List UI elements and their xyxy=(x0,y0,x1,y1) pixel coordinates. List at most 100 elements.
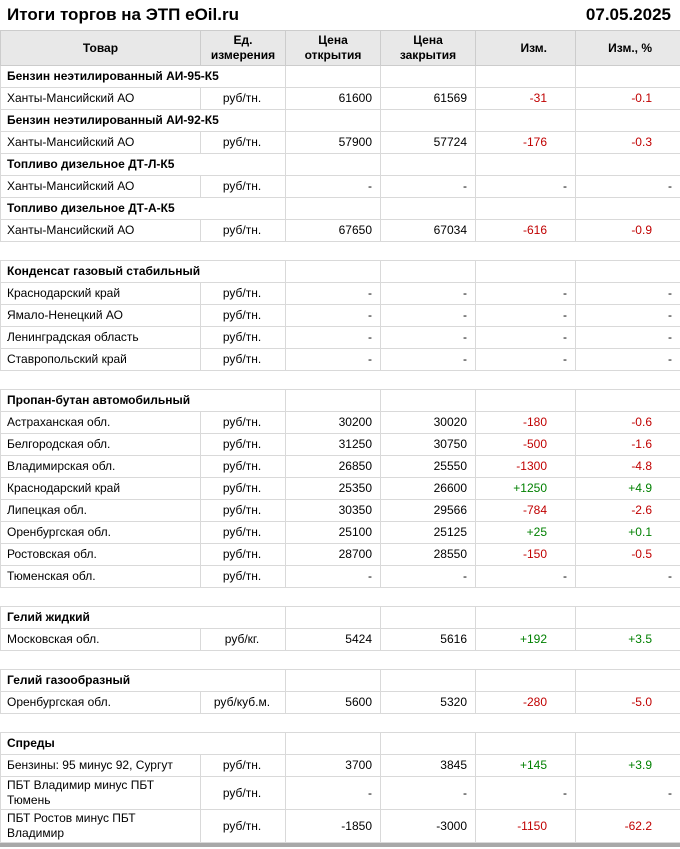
change-cell: -616 xyxy=(475,219,576,242)
change-cell: -1300 xyxy=(475,455,576,478)
section-empty-cell xyxy=(285,109,381,132)
change-cell: - xyxy=(475,282,576,305)
close-price-cell: - xyxy=(380,175,476,198)
close-price-cell: 28550 xyxy=(380,543,476,566)
product-cell: Ханты-Мансийский АО xyxy=(0,175,201,198)
change-cell: -1150 xyxy=(475,809,576,843)
col-header-close-price: Цена закрытия xyxy=(380,30,476,66)
open-price-cell: - xyxy=(285,326,381,349)
close-price-cell: 5616 xyxy=(380,628,476,651)
table-row: Московская обл. руб/кг. 5424 5616 +192 +3.5 xyxy=(0,628,680,651)
open-price-cell: 25100 xyxy=(285,521,381,544)
table-row: Краснодарский край руб/тн. - - - - xyxy=(0,282,680,305)
section-empty-cell xyxy=(475,197,576,220)
unit-cell: руб/тн. xyxy=(200,304,286,327)
unit-cell: руб/тн. xyxy=(200,565,286,588)
close-price-cell: - xyxy=(380,348,476,371)
section-empty-cell xyxy=(285,389,381,412)
open-price-cell: 31250 xyxy=(285,433,381,456)
change-cell: -280 xyxy=(475,691,576,714)
table-header-row: Товар Ед. измерения Цена открытия Цена з… xyxy=(0,30,680,66)
section-row: Конденсат газовый стабильный xyxy=(0,260,680,283)
change-pct-cell: - xyxy=(575,326,680,349)
section-row: Пропан-бутан автомобильный xyxy=(0,389,680,412)
product-cell: Ханты-Мансийский АО xyxy=(0,131,201,154)
close-price-cell: 5320 xyxy=(380,691,476,714)
section-empty-cell xyxy=(380,732,476,755)
section-empty-cell xyxy=(380,606,476,629)
change-cell: - xyxy=(475,565,576,588)
spacer-cell xyxy=(0,587,680,607)
table-row: Ленинградская область руб/тн. - - - - xyxy=(0,326,680,349)
product-cell: Белгородская обл. xyxy=(0,433,201,456)
section-empty-cell xyxy=(575,389,680,412)
report-header: Итоги торгов на ЭТП eOil.ru 07.05.2025 xyxy=(0,0,680,30)
product-cell: Краснодарский край xyxy=(0,282,201,305)
table-row: Ростовская обл. руб/тн. 28700 28550 -150 -0.5 xyxy=(0,543,680,566)
table-row: Ставропольский край руб/тн. - - - - xyxy=(0,348,680,371)
section-row: Топливо дизельное ДТ-А-К5 xyxy=(0,197,680,220)
section-label: Конденсат газовый стабильный xyxy=(0,260,286,283)
section-empty-cell xyxy=(575,153,680,176)
change-pct-cell: -0.5 xyxy=(575,543,680,566)
section-label: Гелий жидкий xyxy=(0,606,286,629)
product-cell: Бензины: 95 минус 92, Сургут xyxy=(0,754,201,777)
open-price-cell: - xyxy=(285,776,381,810)
change-pct-cell: - xyxy=(575,175,680,198)
spacer-row xyxy=(0,650,680,670)
spacer-row xyxy=(0,587,680,607)
product-cell: Ханты-Мансийский АО xyxy=(0,219,201,242)
open-price-cell: - xyxy=(285,175,381,198)
unit-cell: руб/тн. xyxy=(200,131,286,154)
change-pct-cell: -0.9 xyxy=(575,219,680,242)
open-price-cell: 30200 xyxy=(285,411,381,434)
section-empty-cell xyxy=(475,606,576,629)
unit-cell: руб/тн. xyxy=(200,219,286,242)
table-row: ПБТ Владимир минус ПБТ Тюмень руб/тн. - - - - xyxy=(0,776,680,810)
spacer-cell xyxy=(0,370,680,390)
product-cell: Ямало-Ненецкий АО xyxy=(0,304,201,327)
change-cell: - xyxy=(475,348,576,371)
section-empty-cell xyxy=(285,153,381,176)
section-row: Бензин неэтилированный АИ-92-К5 xyxy=(0,109,680,132)
table-row: Бензины: 95 минус 92, Сургут руб/тн. 3700 3… xyxy=(0,754,680,777)
product-cell: Оренбургская обл. xyxy=(0,691,201,714)
section-empty-cell xyxy=(285,260,381,283)
unit-cell: руб/тн. xyxy=(200,348,286,371)
product-cell: Краснодарский край xyxy=(0,477,201,500)
section-empty-cell xyxy=(285,197,381,220)
close-price-cell: -3000 xyxy=(380,809,476,843)
section-empty-cell xyxy=(475,389,576,412)
change-pct-cell: +0.1 xyxy=(575,521,680,544)
close-price-cell: 25125 xyxy=(380,521,476,544)
close-price-cell: 57724 xyxy=(380,131,476,154)
change-cell: - xyxy=(475,175,576,198)
table-row: Оренбургская обл. руб/куб.м. 5600 5320 -280-… xyxy=(0,691,680,714)
close-price-cell: 25550 xyxy=(380,455,476,478)
section-row: Гелий жидкий xyxy=(0,606,680,629)
change-pct-cell: - xyxy=(575,282,680,305)
section-empty-cell xyxy=(380,260,476,283)
section-empty-cell xyxy=(575,669,680,692)
section-empty-cell xyxy=(475,153,576,176)
change-cell: +25 xyxy=(475,521,576,544)
product-cell: Московская обл. xyxy=(0,628,201,651)
results-table: Товар Ед. измерения Цена открытия Цена з… xyxy=(0,30,680,843)
table-row: Владимирская обл. руб/тн. 26850 25550 -1300-… xyxy=(0,455,680,478)
change-cell: +1250 xyxy=(475,477,576,500)
section-row: Спреды xyxy=(0,732,680,755)
open-price-cell: 28700 xyxy=(285,543,381,566)
product-cell: Ростовская обл. xyxy=(0,543,201,566)
col-header-open-price: Цена открытия xyxy=(285,30,381,66)
section-label: Топливо дизельное ДТ-А-К5 xyxy=(0,197,286,220)
product-cell: Ленинградская область xyxy=(0,326,201,349)
section-empty-cell xyxy=(575,732,680,755)
unit-cell: руб/тн. xyxy=(200,776,286,810)
col-header-product: Товар xyxy=(0,30,201,66)
page-title: Итоги торгов на ЭТП eOil.ru xyxy=(7,5,239,24)
change-cell: -176 xyxy=(475,131,576,154)
spacer-row xyxy=(0,241,680,261)
product-cell: Липецкая обл. xyxy=(0,499,201,522)
unit-cell: руб/тн. xyxy=(200,543,286,566)
section-empty-cell xyxy=(475,109,576,132)
